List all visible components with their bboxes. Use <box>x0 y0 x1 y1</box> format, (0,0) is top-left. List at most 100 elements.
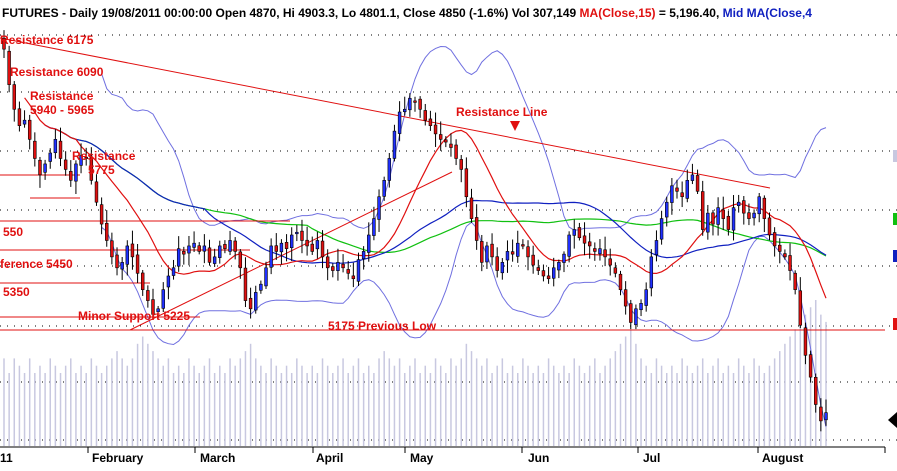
price-bar-11 <box>58 140 63 159</box>
price-bar-103 <box>531 254 535 266</box>
price-bar-76 <box>392 130 397 159</box>
price-bar-92 <box>474 217 479 241</box>
right-marker-ma15 <box>893 318 897 330</box>
price-bar-148 <box>762 197 767 219</box>
price-bar-56 <box>289 234 294 248</box>
price-bars <box>2 30 828 432</box>
price-bar-57 <box>295 231 299 235</box>
price-bar-82 <box>423 110 427 121</box>
price-bar-14 <box>74 163 78 182</box>
price-bar-130 <box>670 185 674 203</box>
price-bar-60 <box>310 243 314 252</box>
x-label-jun: Jun <box>528 451 549 465</box>
price-bar-115 <box>593 248 597 252</box>
x-label-march: March <box>200 451 235 465</box>
price-bar-7 <box>38 159 42 176</box>
bollinger-bands <box>101 45 827 427</box>
price-bar-35 <box>182 250 186 255</box>
price-bar-160 <box>824 412 828 421</box>
price-bar-91 <box>469 197 474 219</box>
price-bar-70 <box>361 251 366 260</box>
price-bar-80 <box>413 100 417 103</box>
price-bar-8 <box>43 163 47 173</box>
price-bar-121 <box>623 289 628 307</box>
x-label-february: February <box>92 451 144 465</box>
price-bar-138 <box>711 212 715 225</box>
annotation-5775: 5775 <box>88 163 115 177</box>
price-bar-110 <box>567 234 571 257</box>
price-bar-83 <box>428 118 433 126</box>
price-bar-143 <box>736 201 741 206</box>
price-bar-40 <box>207 247 212 263</box>
price-bar-125 <box>644 289 648 306</box>
price-bar-85 <box>438 134 443 140</box>
price-bar-53 <box>274 245 278 252</box>
price-bar-77 <box>397 111 402 134</box>
price-bar-135 <box>695 175 700 192</box>
price-bar-29 <box>151 299 155 315</box>
price-bar-139 <box>716 207 720 225</box>
price-bar-51 <box>264 267 268 287</box>
annotation-resistance-a: Resistance <box>30 89 94 103</box>
price-bar-48 <box>248 297 253 310</box>
right-marker-mid-ma <box>893 250 897 262</box>
price-bar-124 <box>639 303 643 311</box>
price-bar-97 <box>500 262 505 274</box>
right-marker-long-ma <box>893 213 897 225</box>
price-bar-10 <box>53 139 58 154</box>
price-bar-146 <box>752 212 756 219</box>
price-bar-23 <box>120 262 124 270</box>
price-bar-142 <box>731 207 736 231</box>
price-bar-12 <box>63 159 68 170</box>
annotation-minor-support-5225: Minor Support 5225 <box>78 309 190 323</box>
price-bar-9 <box>48 152 52 162</box>
chart-header: FUTURES - Daily 19/08/2011 00:00:00 Open… <box>2 6 812 20</box>
price-bar-106 <box>546 275 551 280</box>
price-bar-84 <box>433 124 438 135</box>
price-bar-22 <box>115 254 119 269</box>
annotation-resistance-b: Resistance <box>72 149 136 163</box>
price-bar-144 <box>742 200 746 214</box>
price-bar-131 <box>675 187 679 192</box>
price-bar-81 <box>418 98 422 110</box>
price-bar-52 <box>269 245 273 268</box>
price-bar-98 <box>505 251 510 261</box>
price-bar-68 <box>351 275 356 280</box>
price-bar-129 <box>665 201 669 218</box>
price-bar-19 <box>99 204 104 225</box>
price-bar-151 <box>778 244 782 252</box>
price-bar-120 <box>618 273 623 290</box>
x-axis-ticks <box>87 447 886 453</box>
price-bar-54 <box>279 242 284 253</box>
price-bar-39 <box>202 245 207 252</box>
price-bar-117 <box>603 249 607 258</box>
price-bar-140 <box>721 209 725 219</box>
mid-ma-line <box>44 124 827 264</box>
x-label-may: May <box>410 451 434 465</box>
price-bar-64 <box>331 266 335 271</box>
price-bar-27 <box>141 272 145 290</box>
price-bar-69 <box>356 259 361 282</box>
volume-bars <box>3 300 827 446</box>
price-bar-153 <box>788 255 792 271</box>
price-bar-88 <box>454 144 458 159</box>
price-bar-123 <box>634 308 638 326</box>
price-bar-0 <box>2 37 6 50</box>
price-bar-28 <box>146 290 150 301</box>
upper-band <box>101 45 827 231</box>
price-bar-109 <box>562 253 566 263</box>
price-bar-43 <box>223 244 227 249</box>
price-bar-127 <box>654 240 659 256</box>
annotation-5175-previous-low: 5175 Previous Low <box>328 319 437 333</box>
price-bar-89 <box>459 159 463 170</box>
price-bar-94 <box>485 245 489 263</box>
price-bar-155 <box>798 290 803 326</box>
annotation-resistance-6090: Resistance 6090 <box>10 65 104 79</box>
resistance-arrow-icon <box>510 121 520 131</box>
price-bar-50 <box>259 283 263 291</box>
price-bar-87 <box>449 143 453 148</box>
x-label-april: April <box>316 451 343 465</box>
price-bar-159 <box>819 406 823 422</box>
price-bar-55 <box>284 242 289 249</box>
